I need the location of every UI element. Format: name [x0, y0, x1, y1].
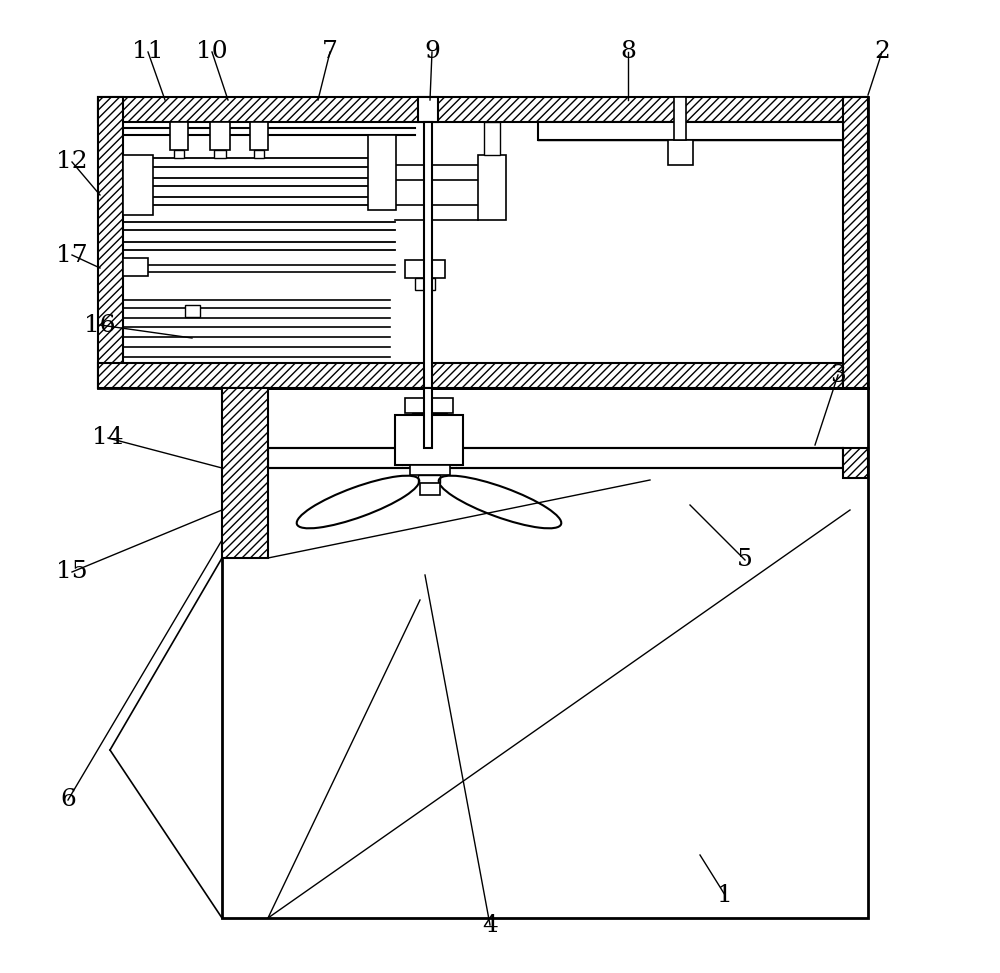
Bar — [210, 122, 230, 150]
Bar — [123, 155, 153, 215]
Bar — [254, 150, 264, 158]
Bar — [478, 155, 506, 220]
Bar — [538, 122, 843, 140]
Bar — [418, 475, 440, 483]
Bar — [484, 122, 500, 155]
Text: 17: 17 — [56, 243, 88, 267]
Bar — [123, 258, 148, 276]
Bar — [98, 97, 868, 388]
Text: 2: 2 — [874, 41, 890, 63]
Bar — [674, 97, 686, 140]
Bar — [415, 278, 435, 290]
Text: 3: 3 — [830, 364, 846, 386]
Text: 6: 6 — [60, 788, 76, 811]
Bar — [424, 122, 432, 388]
Bar — [250, 122, 268, 150]
Text: 8: 8 — [620, 41, 636, 63]
Bar — [418, 97, 438, 122]
Bar — [268, 448, 843, 468]
Bar — [843, 97, 868, 388]
Text: 7: 7 — [322, 41, 338, 63]
Bar — [214, 150, 226, 158]
Bar — [412, 413, 447, 423]
Text: 14: 14 — [92, 426, 124, 450]
Bar — [420, 483, 440, 495]
Text: 1: 1 — [717, 883, 733, 907]
Bar — [170, 122, 188, 150]
Bar — [405, 398, 453, 413]
Bar — [98, 97, 123, 388]
Bar — [222, 388, 268, 558]
Text: 15: 15 — [56, 560, 88, 584]
Bar — [98, 363, 868, 388]
Bar — [843, 448, 868, 478]
Bar — [98, 97, 868, 122]
Text: 11: 11 — [132, 41, 164, 63]
Bar — [174, 150, 184, 158]
Text: 5: 5 — [737, 549, 753, 571]
Bar — [668, 140, 693, 165]
Text: 10: 10 — [196, 41, 228, 63]
Bar — [185, 305, 200, 317]
Bar — [405, 260, 445, 278]
Text: 16: 16 — [84, 313, 116, 337]
Text: 12: 12 — [56, 151, 88, 173]
Bar — [424, 388, 432, 448]
Text: 9: 9 — [424, 41, 440, 63]
Bar — [222, 388, 868, 918]
Bar — [395, 415, 463, 465]
Text: 4: 4 — [482, 914, 498, 936]
Bar — [410, 465, 450, 475]
Bar — [368, 135, 396, 210]
